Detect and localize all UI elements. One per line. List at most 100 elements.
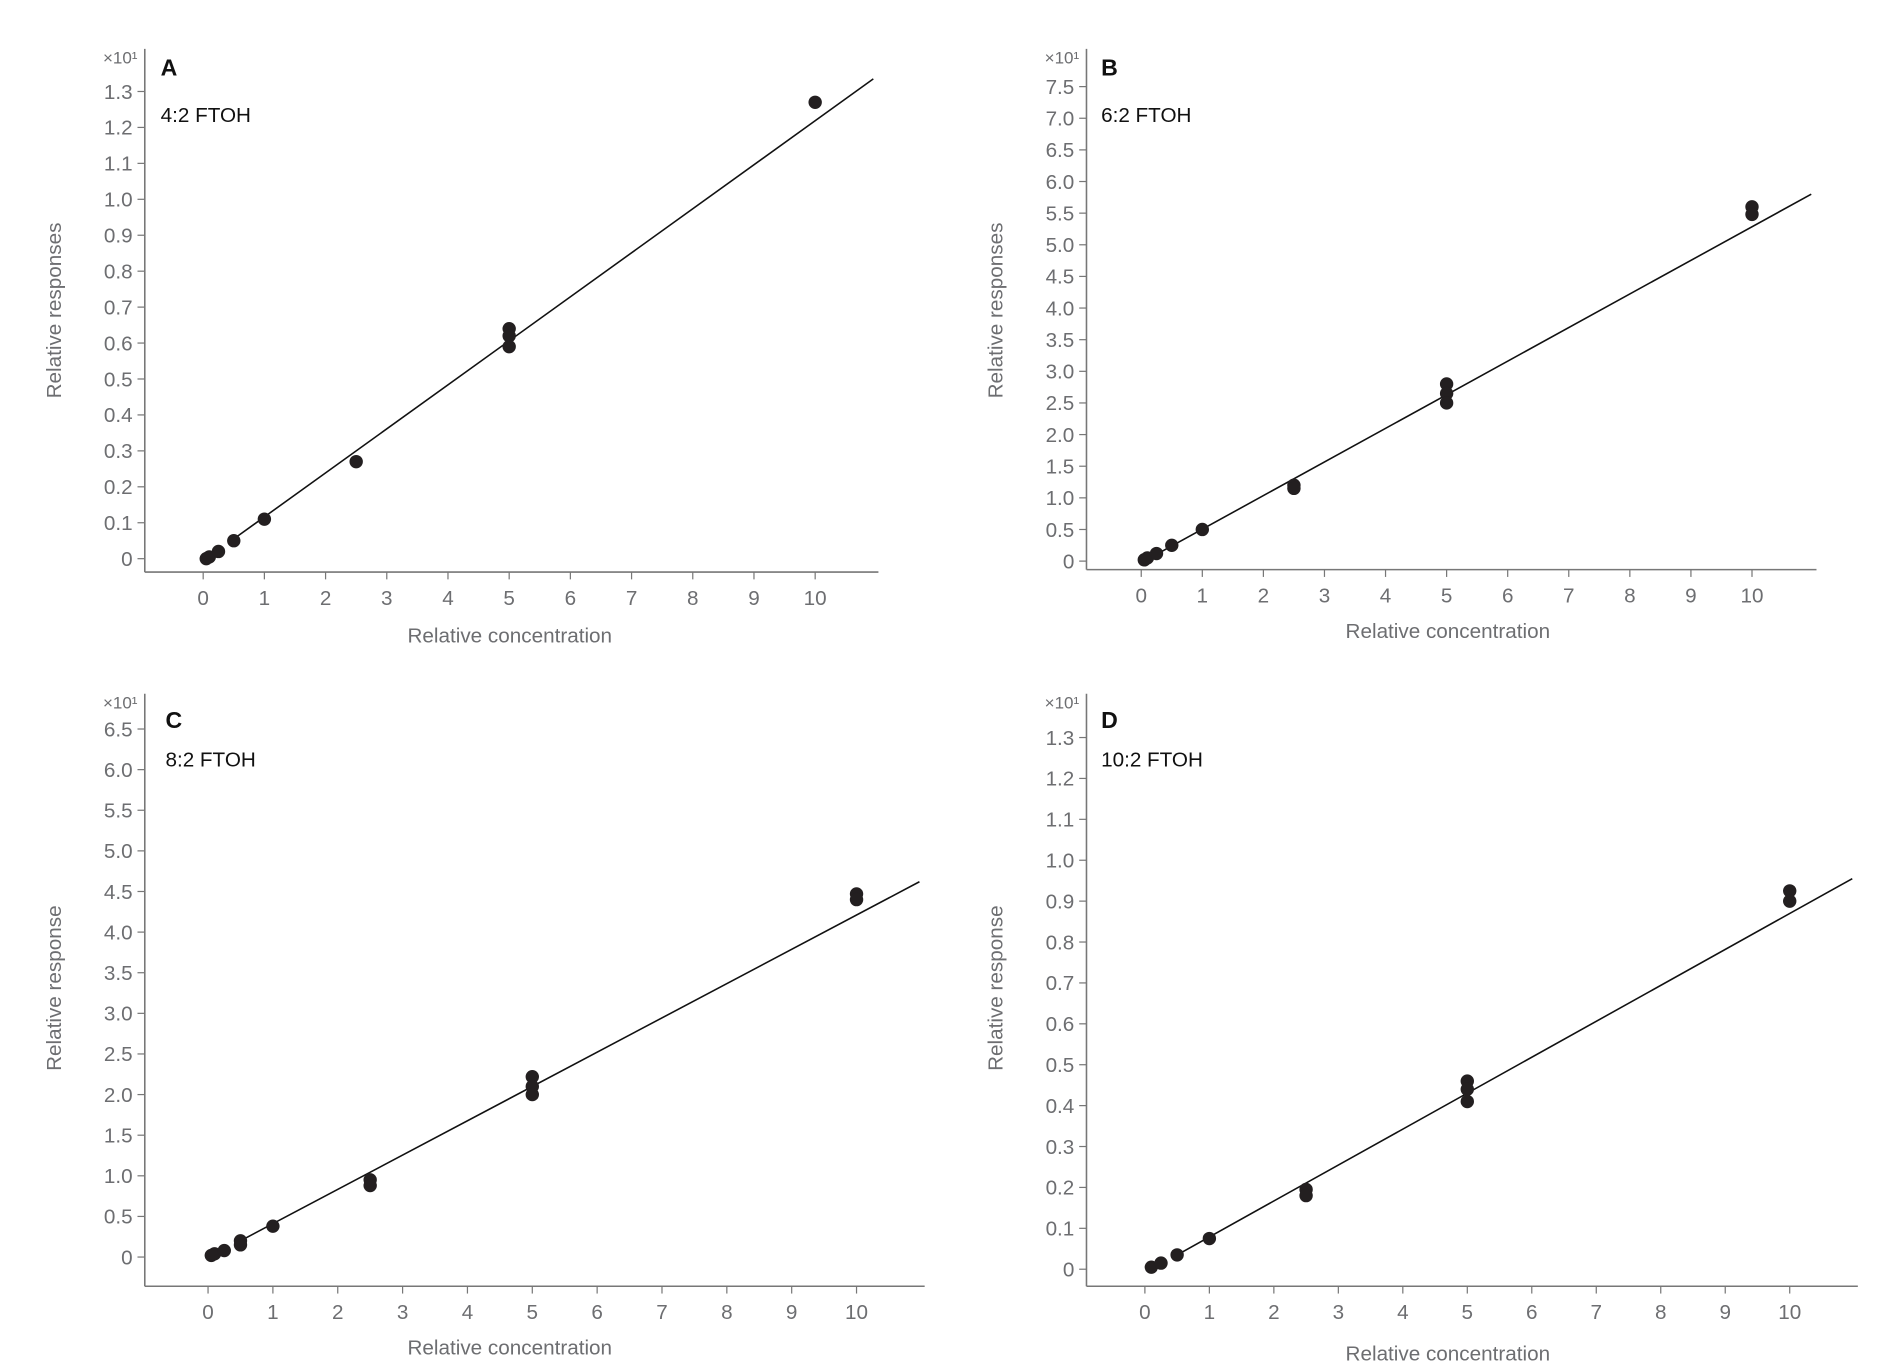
x-axis-label: Relative concentration: [1346, 620, 1551, 643]
x-tick-label: 10: [845, 1301, 868, 1324]
panel-label: A: [161, 55, 178, 81]
x-axis-label: Relative concentration: [408, 625, 613, 648]
y-tick-label: 4.5: [1046, 266, 1075, 289]
data-point: [525, 1070, 539, 1084]
fit-line: [1143, 193, 1812, 562]
y-tick-label: 0: [1063, 1259, 1075, 1282]
x-tick-label: 7: [1591, 1301, 1603, 1324]
y-tick-label: 3.5: [1046, 329, 1075, 352]
y-tick-label: 0.2: [104, 476, 133, 499]
x-tick-label: 1: [1197, 584, 1209, 607]
data-point: [266, 1219, 280, 1233]
y-axis-multiplier: ×10¹: [1045, 693, 1080, 712]
x-tick-label: 2: [320, 587, 332, 610]
data-point: [1439, 396, 1454, 410]
y-tick-label: 5.0: [104, 840, 133, 863]
data-point: [1460, 1094, 1474, 1109]
y-tick-label: 0: [121, 548, 133, 571]
data-point: [1783, 884, 1797, 898]
compound-label: 10:2 FTOH: [1101, 749, 1203, 772]
x-tick-label: 3: [397, 1301, 409, 1324]
data-point: [363, 1178, 377, 1193]
y-tick-label: 0: [1063, 550, 1075, 573]
panel-label: D: [1101, 707, 1118, 733]
y-axis-multiplier: ×10¹: [103, 49, 138, 68]
y-axis-label: Relative response: [985, 905, 1008, 1070]
y-tick-label: 1.3: [104, 81, 133, 104]
y-tick-label: 0.7: [1046, 972, 1075, 995]
y-tick-label: 0.6: [104, 332, 133, 355]
data-point: [211, 544, 226, 559]
x-tick-label: 2: [1268, 1301, 1279, 1324]
data-point: [1170, 1248, 1184, 1262]
data-point: [349, 454, 363, 469]
data-point: [227, 534, 241, 548]
panel-label: B: [1101, 55, 1118, 81]
y-tick-label: 0.5: [104, 368, 133, 391]
data-point: [1287, 481, 1301, 496]
x-tick-label: 4: [462, 1301, 474, 1324]
y-tick-label: 3.0: [1046, 361, 1075, 384]
y-tick-label: 4.0: [1046, 297, 1075, 320]
compound-label: 8:2 FTOH: [165, 749, 255, 772]
data-point: [1202, 1231, 1217, 1246]
x-tick-label: 6: [591, 1301, 603, 1324]
y-tick-label: 0.4: [1046, 1095, 1075, 1118]
x-tick-label: 8: [1655, 1301, 1666, 1324]
y-tick-label: 6.5: [104, 718, 133, 741]
compound-label: 6:2 FTOH: [1101, 104, 1191, 127]
y-tick-label: 7.0: [1046, 108, 1075, 131]
y-tick-label: 0.7: [104, 296, 133, 319]
x-tick-label: 1: [259, 587, 271, 610]
data-point: [257, 512, 272, 526]
x-tick-label: 8: [687, 587, 699, 610]
y-axis-multiplier: ×10¹: [1045, 49, 1080, 68]
data-point: [1154, 1256, 1168, 1270]
data-point: [1745, 207, 1759, 222]
x-tick-label: 5: [1462, 1301, 1474, 1324]
data-point: [502, 339, 516, 354]
y-tick-label: 0.8: [1046, 931, 1075, 954]
x-tick-label: 0: [1135, 584, 1146, 607]
y-tick-label: 0: [121, 1246, 133, 1269]
y-tick-label: 2.0: [1046, 424, 1075, 447]
y-axis-label: Relative responses: [985, 223, 1008, 399]
y-tick-label: 5.5: [104, 800, 133, 823]
y-tick-label: 1.1: [104, 153, 133, 176]
data-point: [1149, 546, 1164, 561]
y-tick-label: 1.0: [1046, 487, 1075, 510]
x-tick-label: 5: [527, 1301, 539, 1324]
y-tick-label: 4.0: [104, 921, 133, 944]
data-point: [217, 1243, 231, 1258]
data-point: [1439, 377, 1454, 391]
x-axis-label: Relative concentration: [408, 1336, 613, 1359]
y-tick-label: 4.5: [104, 881, 133, 904]
data-point: [1165, 538, 1179, 552]
y-tick-label: 0.1: [104, 512, 133, 535]
x-tick-label: 0: [1139, 1301, 1151, 1324]
y-tick-label: 2.5: [1046, 392, 1075, 415]
chart-panel-b: 0 1 2 3 4 5 6 7 8 9 10 0 0.5 1.0 1.5 2.0 2.5 3.0 3.5 4.0 4.5…: [985, 49, 1817, 643]
x-tick-label: 7: [1563, 584, 1574, 607]
data-point: [233, 1234, 248, 1248]
x-tick-label: 1: [267, 1301, 279, 1324]
x-tick-label: 8: [1624, 584, 1636, 607]
y-tick-label: 5.5: [1046, 202, 1075, 225]
y-tick-label: 1.0: [104, 1165, 133, 1188]
x-tick-label: 9: [1719, 1301, 1731, 1324]
y-tick-label: 3.0: [104, 1003, 133, 1026]
y-tick-label: 1.0: [1046, 850, 1075, 873]
y-tick-label: 1.1: [1046, 809, 1075, 832]
y-tick-label: 0.1: [1046, 1218, 1075, 1241]
x-tick-label: 2: [332, 1301, 344, 1324]
data-point: [849, 892, 864, 907]
x-tick-label: 10: [804, 587, 827, 610]
chart-panel-d: 0 1 2 3 4 5 6 7 8 9 10 0 0.1 0.2 0.3 0.4 0.5 0.6 0.7 0.8 0.9…: [985, 693, 1858, 1365]
panel-label: C: [165, 707, 182, 733]
x-tick-label: 0: [197, 587, 209, 610]
y-tick-label: 2.0: [104, 1084, 133, 1107]
y-tick-label: 6.0: [1046, 171, 1075, 194]
x-tick-label: 5: [503, 587, 515, 610]
x-tick-label: 6: [1502, 584, 1514, 607]
